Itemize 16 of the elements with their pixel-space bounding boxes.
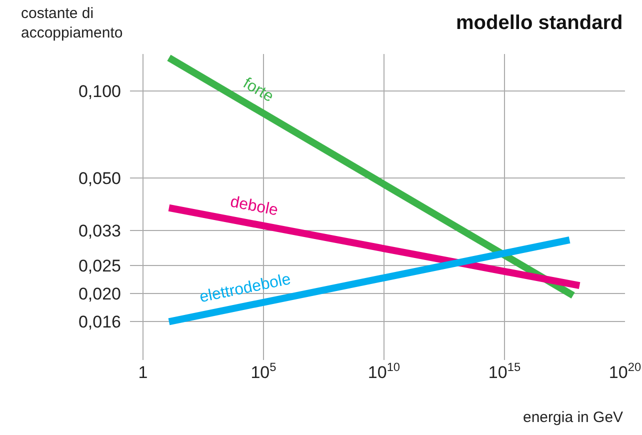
y-tick-label: 0,025 [78, 256, 121, 276]
y-tick-label: 0,100 [78, 82, 121, 101]
y-tick-label: 0,050 [78, 169, 121, 188]
x-axis-title: energia in GeV [523, 409, 624, 426]
x-tick-label: 10$^{20}$ [608, 360, 642, 382]
chart-title: modello standard [456, 12, 623, 34]
y-tick-label: 0,020 [78, 284, 121, 304]
y-axis-title: costante di accoppiamento [21, 5, 123, 42]
x-tick-label: 1 [138, 363, 148, 382]
x-tick-label: 10$^{5}$ [250, 360, 277, 382]
x-tick-label: 10$^{15}$ [488, 360, 521, 382]
x-tick-label: 10$^{10}$ [368, 360, 400, 382]
text: debole [228, 194, 280, 220]
y-tick-label: 0,033 [78, 221, 121, 240]
text: forte [240, 74, 276, 106]
y-tick-label: 0,016 [78, 312, 121, 332]
